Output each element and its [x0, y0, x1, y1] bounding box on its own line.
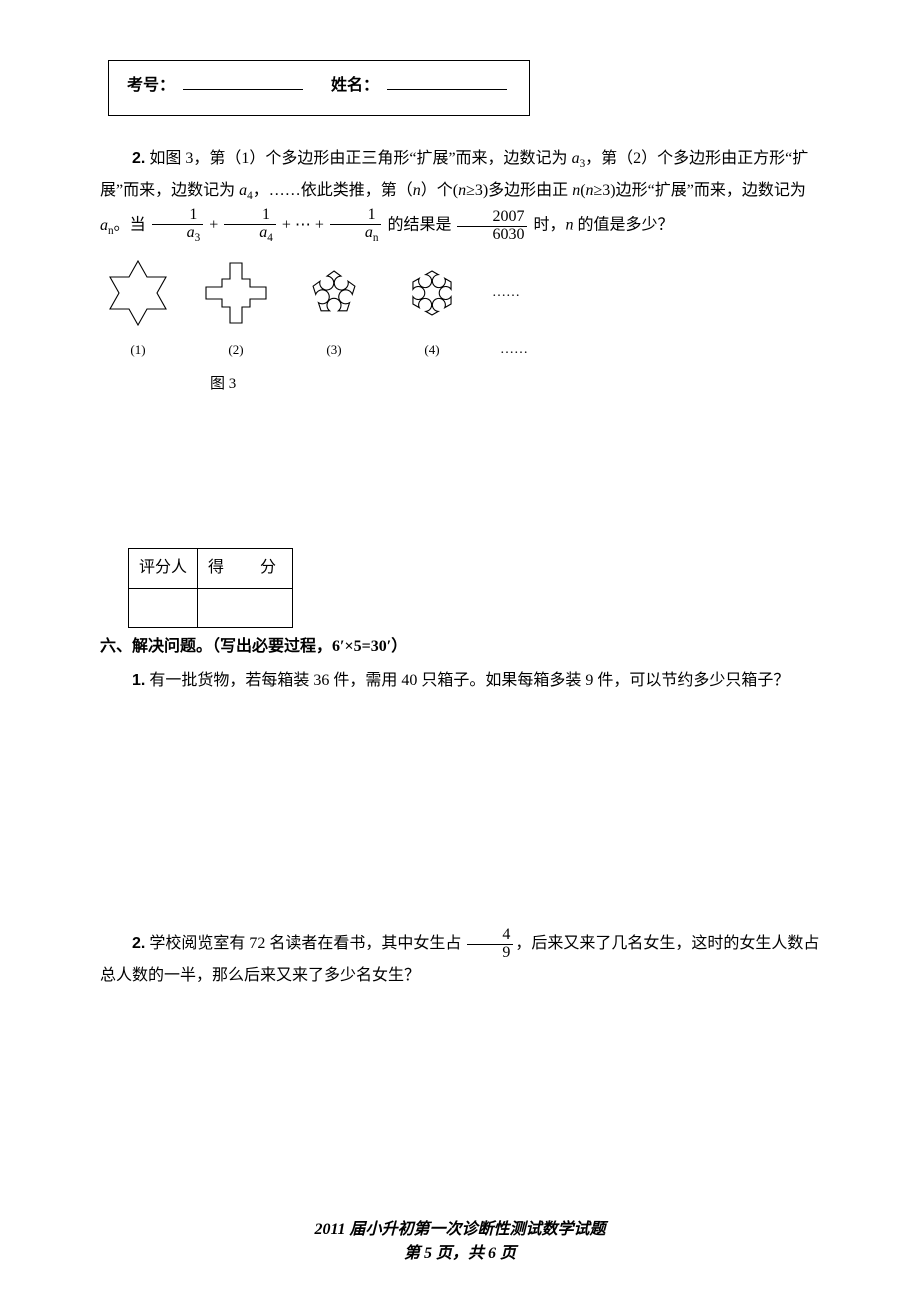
q2-dots: + ⋯ +	[282, 217, 324, 234]
q2-t8: 。当	[114, 217, 146, 234]
figure-ellipsis-1: ……	[492, 280, 520, 307]
footer-line1: 2011 届小升初第一次诊断性测试数学试题	[0, 1218, 920, 1242]
figure-row: ……	[100, 255, 820, 331]
shape-2	[198, 255, 274, 331]
q2-tq: 的值是多少？	[574, 217, 674, 234]
figure-caption: 图 3	[100, 370, 820, 399]
q2-t4: ）个(	[421, 182, 458, 199]
question-2: 2. 如图 3，第（1）个多边形由正三角形“扩展”而来，边数记为 a3，第（2）…	[100, 144, 820, 398]
q2-a4: a4	[239, 182, 253, 199]
q2-t1: 如图 3，第（1）个多边形由正三角形“扩展”而来，边数记为	[145, 150, 571, 167]
cap-3: (3)	[296, 338, 372, 363]
p1-number: 1.	[132, 672, 145, 689]
p2-frac: 49	[467, 927, 513, 962]
q2-number: 2.	[132, 150, 145, 167]
q2-plus1: +	[209, 217, 218, 234]
q2-t3: ，……依此类推，第（	[253, 182, 413, 199]
q2-frac3: 1an	[330, 207, 382, 245]
q2-n5: n	[566, 217, 574, 234]
shape-1	[100, 255, 176, 331]
q2-t5: ≥3)多边形由正	[466, 182, 572, 199]
q2-frac2: 1a4	[224, 207, 276, 245]
cap-2: (2)	[198, 338, 274, 363]
score-col2: 得 分	[198, 549, 293, 588]
score-cell1[interactable]	[129, 588, 198, 627]
q2-frac1: 1a3	[152, 207, 204, 245]
footer-line2: 第 5 页，共 6 页	[0, 1242, 920, 1266]
problem-2: 2. 学校阅览室有 72 名读者在看书，其中女生占 49，后来又来了几名女生，这…	[100, 927, 820, 992]
score-table: 评分人 得 分	[128, 548, 293, 628]
cap-1: (1)	[100, 338, 176, 363]
q2-an: an	[100, 217, 114, 234]
caption-row: (1) (2) (3) (4) ……	[100, 337, 820, 364]
p2-number: 2.	[132, 935, 145, 952]
exam-no-blank[interactable]	[183, 75, 303, 90]
name-label: 姓名：	[331, 71, 379, 101]
q2-tresult: 的结果是	[387, 217, 451, 234]
header-box: 考号： 姓名：	[108, 60, 530, 116]
q2-fracR: 20076030	[457, 209, 527, 244]
q2-n4: n	[586, 182, 594, 199]
p2-text-a: 学校阅览室有 72 名读者在看书，其中女生占	[145, 935, 461, 952]
q2-n1: n	[413, 182, 421, 199]
score-cell2[interactable]	[198, 588, 293, 627]
shape-3	[296, 255, 372, 331]
p1-text: 有一批货物，若每箱装 36 件，需用 40 只箱子。如果每箱多装 9 件，可以节…	[145, 672, 789, 689]
q2-t7: ≥3)边形“扩展”而来，边数记为	[594, 182, 806, 199]
q2-a3: a3	[572, 150, 586, 167]
name-blank[interactable]	[387, 75, 507, 90]
exam-no-label: 考号：	[127, 71, 175, 101]
problem-1: 1. 有一批货物，若每箱装 36 件，需用 40 只箱子。如果每箱多装 9 件，…	[100, 666, 820, 696]
shape-4	[394, 255, 470, 331]
cap-4: (4)	[394, 338, 470, 363]
section-6-title: 六、解决问题。（写出必要过程，6′×5=30′）	[100, 632, 820, 662]
q2-tend: 时，	[533, 217, 565, 234]
score-col1: 评分人	[129, 549, 198, 588]
q2-n2: n	[458, 182, 466, 199]
q2-n3: n	[572, 182, 580, 199]
page-footer: 2011 届小升初第一次诊断性测试数学试题 第 5 页，共 6 页	[0, 1218, 920, 1266]
figure-ellipsis-2: ……	[492, 337, 528, 364]
